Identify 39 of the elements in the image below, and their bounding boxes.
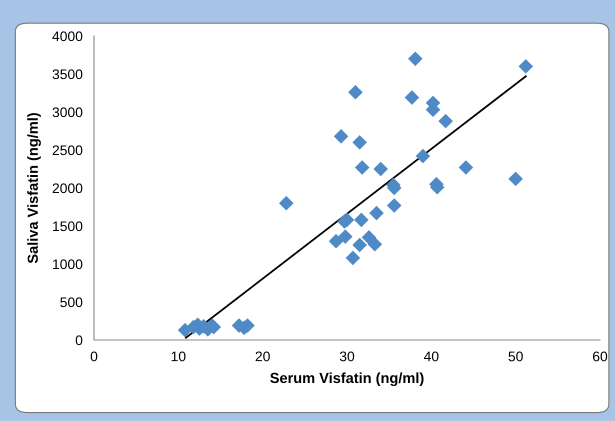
y-tick-label: 500 [60,297,82,308]
point [458,160,474,175]
point [278,196,294,210]
x-tick-label: 20 [256,351,270,362]
point [508,172,523,186]
y-tick-label: 1500 [53,221,82,232]
point [518,59,534,74]
point [346,250,360,266]
point [368,236,382,252]
y-axis-title: Saliva Visfatin (ng/ml) [27,113,41,264]
x-tick-label: 10 [172,351,186,362]
x-tick-label: 40 [424,351,439,362]
x-tick-label: 50 [508,351,523,362]
y-tick-label: 2500 [52,145,82,156]
x-tick-label: 0 [90,351,98,362]
point [404,90,420,105]
point [369,206,384,220]
point [352,238,367,252]
point [338,229,353,244]
point [354,212,369,228]
point [386,198,402,213]
y-tick-label: 3000 [52,107,82,118]
point [408,52,423,66]
y-tick-label: 3500 [52,69,82,80]
y-tick-label: 0 [76,335,82,346]
y-tick-label: 4000 [52,31,82,42]
point [352,135,367,150]
y-tick-label: 2000 [52,183,82,194]
point [416,148,430,164]
point [354,160,370,175]
point [438,114,453,128]
x-tick-label: 60 [592,351,608,362]
x-tick-label: 30 [340,351,354,362]
y-tick-label: 1000 [53,259,82,270]
point [373,162,388,176]
x-axis-title: Serum Visfatin (ng/ml) [270,372,424,386]
point [348,84,363,100]
point [334,129,348,144]
point [328,234,344,248]
